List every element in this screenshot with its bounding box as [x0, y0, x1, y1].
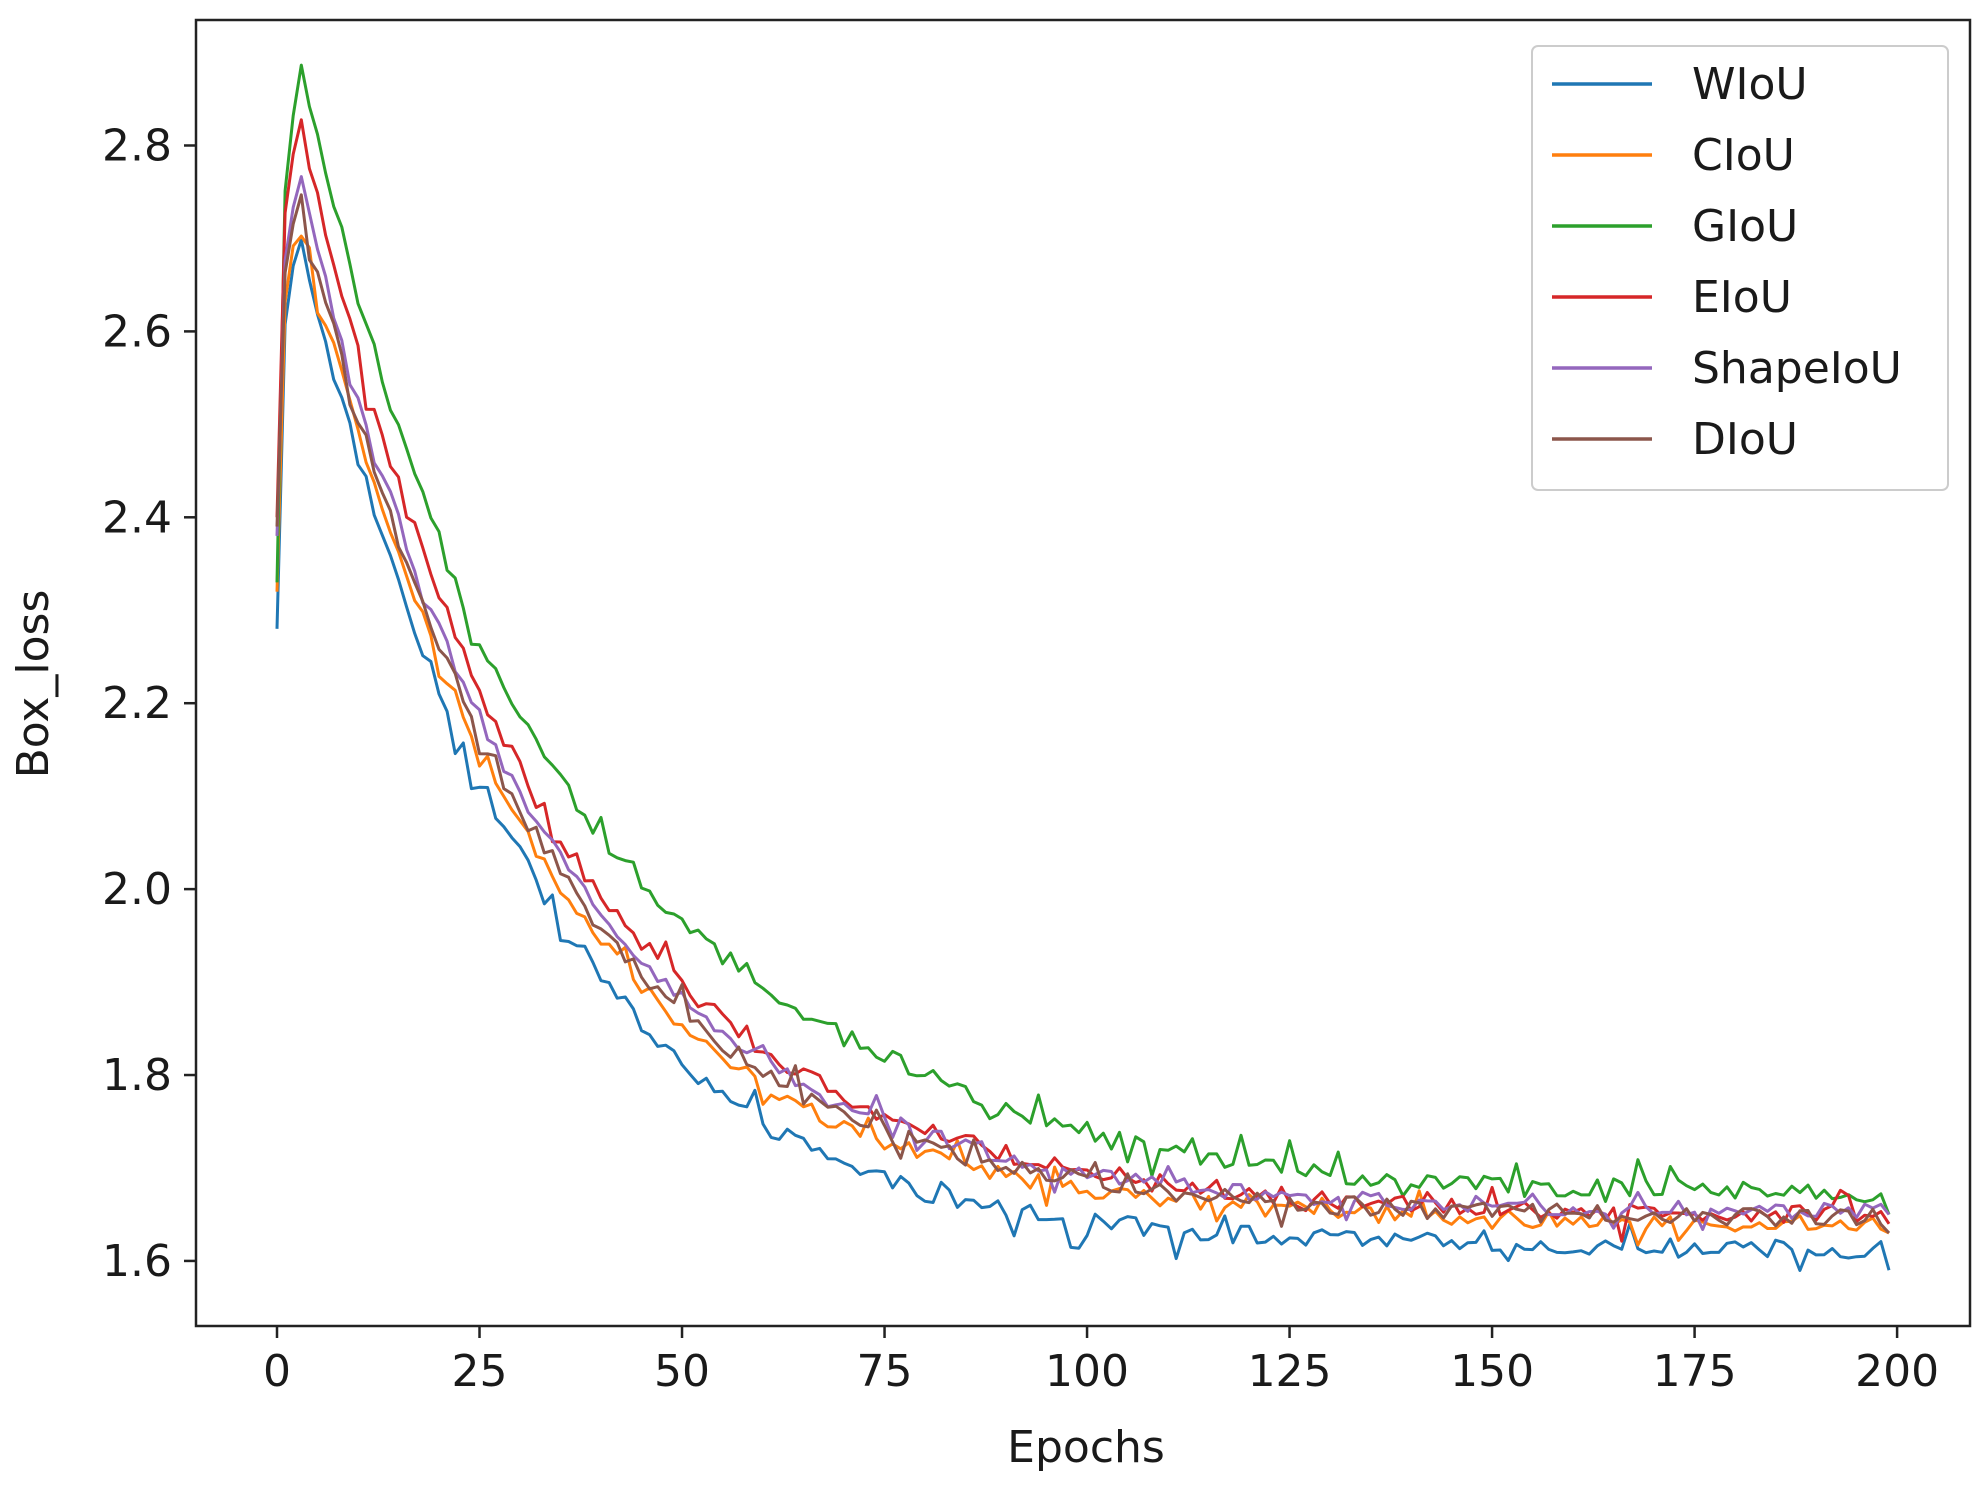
series-line-eiou	[275, 118, 1891, 1243]
series-line-wiou	[275, 238, 1891, 1272]
x-tick-label: 25	[452, 1346, 508, 1397]
x-tick-label: 150	[1450, 1346, 1534, 1397]
y-axis: 1.6 1.8 2.0 2.2 2.4 2.6 2.8	[102, 120, 196, 1287]
legend-label-wiou: WIoU	[1692, 59, 1808, 110]
y-tick-label: 2.2	[102, 678, 172, 729]
legend-label-eiou: EIoU	[1692, 272, 1792, 323]
x-tick-label: 200	[1855, 1346, 1939, 1397]
series-line-giou	[275, 63, 1891, 1216]
x-axis: 0 25 50 75 100 125 150 175 200	[263, 1326, 1939, 1397]
y-tick-label: 2.4	[102, 492, 172, 543]
legend-label-giou: GIoU	[1692, 201, 1798, 252]
y-tick-label: 1.6	[102, 1236, 172, 1287]
legend: WIoU CIoU GIoU EIoU ShapeIoU DIoU	[1531, 45, 1949, 491]
plot-frame	[194, 18, 1972, 1328]
legend-label-diou: DIoU	[1692, 414, 1798, 465]
y-tick-label: 1.8	[102, 1050, 172, 1101]
series-line-diou	[275, 193, 1891, 1235]
legend-label-ciou: CIoU	[1692, 130, 1795, 181]
y-tick-label: 2.6	[102, 306, 172, 357]
y-tick-label: 2.0	[102, 864, 172, 915]
x-tick-label: 0	[263, 1346, 291, 1397]
series-layer	[275, 63, 1891, 1272]
x-tick-label: 75	[857, 1346, 913, 1397]
y-tick-label: 2.8	[102, 120, 172, 171]
x-tick-label: 100	[1045, 1346, 1129, 1397]
y-axis-title: Box_loss	[8, 590, 59, 779]
x-tick-label: 125	[1248, 1346, 1332, 1397]
legend-box	[1531, 45, 1949, 491]
legend-label-shapeiou: ShapeIoU	[1692, 343, 1902, 394]
x-tick-label: 175	[1653, 1346, 1737, 1397]
x-axis-title: Epochs	[1007, 1422, 1165, 1473]
series-line-ciou	[275, 234, 1890, 1247]
x-tick-label: 50	[654, 1346, 710, 1397]
